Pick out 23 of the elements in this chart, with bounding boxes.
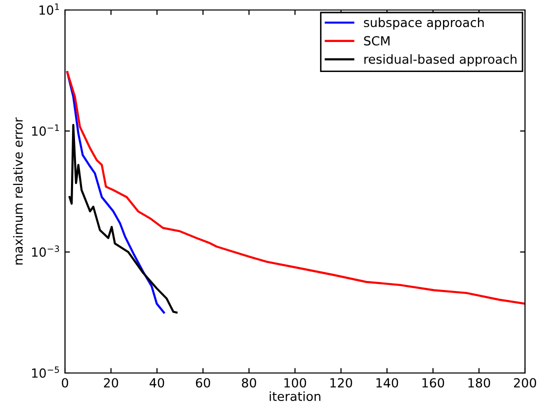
x-tick-label: 60 xyxy=(196,378,210,388)
x-tick-label: 140 xyxy=(376,378,398,388)
y-tick-label: 10$^{−5}$ xyxy=(32,366,59,378)
x-tick-label: 160 xyxy=(422,378,444,388)
y-axis-title: maximum relative error xyxy=(13,117,23,265)
x-tick-label: 200 xyxy=(514,378,536,388)
line-series xyxy=(68,124,178,314)
y-tick-label: 10$^{−3}$ xyxy=(32,245,59,257)
x-axis-title: iteration xyxy=(270,391,320,402)
x-tick-label: 120 xyxy=(330,378,352,388)
x-tick-label: 40 xyxy=(150,378,164,388)
x-tick-label: 180 xyxy=(468,378,490,388)
line-series xyxy=(66,71,165,314)
y-tick-label: 10$^{−1}$ xyxy=(32,124,59,136)
y-tick-label: 10$^{1}$ xyxy=(40,4,59,15)
x-tick-label: 100 xyxy=(284,378,306,388)
line-series xyxy=(66,71,525,305)
legend-label: SCM xyxy=(364,36,390,46)
x-tick-label: 0 xyxy=(62,378,68,388)
x-tick-label: 80 xyxy=(242,378,256,388)
legend-label: residual-based approach xyxy=(364,54,516,66)
legend-label: subspace approach xyxy=(364,18,484,30)
x-tick-label: 20 xyxy=(104,378,118,388)
